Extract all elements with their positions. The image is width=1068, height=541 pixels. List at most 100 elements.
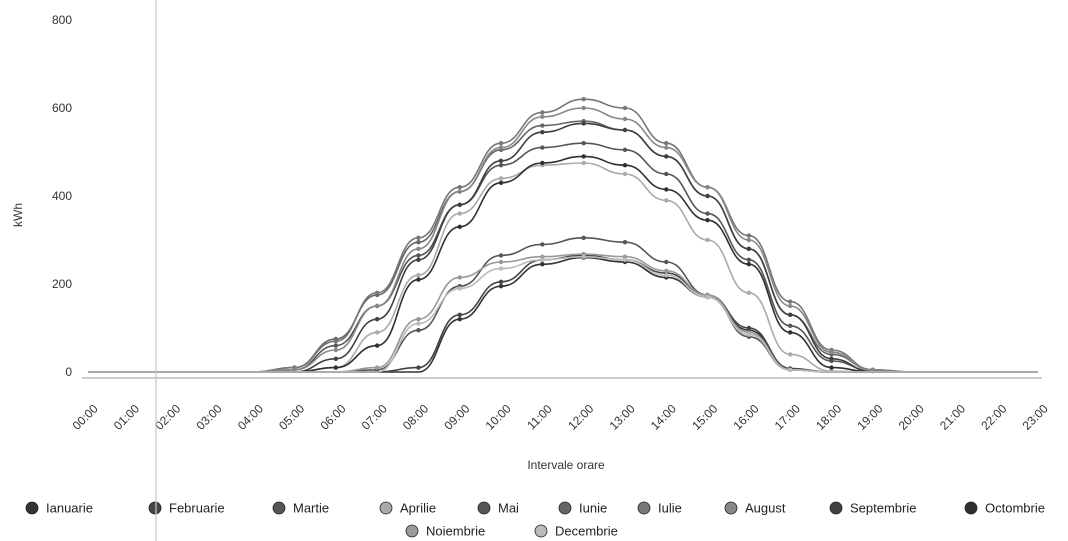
legend-marker-icon: [25, 501, 39, 515]
y-tick-label: 200: [52, 277, 72, 291]
series-line: [88, 256, 1038, 373]
y-tick-label: 400: [52, 189, 72, 203]
series-line: [88, 107, 1038, 373]
data-point: [333, 365, 339, 370]
data-point: [498, 176, 504, 181]
data-point: [457, 286, 462, 291]
data-point: [746, 325, 752, 331]
data-point: [540, 114, 545, 120]
data-point: [705, 237, 710, 243]
x-tick-label: 14:00: [648, 401, 679, 432]
x-tick-label: 22:00: [978, 401, 1009, 432]
data-point: [498, 266, 504, 271]
data-point: [664, 198, 669, 203]
data-point: [374, 290, 380, 295]
legend-marker-icon: [558, 501, 572, 515]
x-tick-label: 17:00: [772, 401, 803, 432]
data-point: [416, 277, 421, 282]
data-point: [705, 218, 710, 223]
data-point: [416, 328, 421, 333]
data-point: [705, 295, 710, 300]
data-point: [457, 317, 462, 322]
legend-marker-icon: [405, 524, 419, 538]
legend-marker-icon: [379, 501, 393, 515]
series-line: [88, 120, 1038, 373]
legend-item: Aprilie: [379, 501, 436, 516]
data-point: [622, 240, 628, 245]
series-iunie: [88, 119, 1038, 373]
series-line: [88, 122, 1038, 373]
series-line: [88, 255, 1038, 373]
data-point: [416, 253, 421, 258]
data-point: [581, 254, 586, 259]
data-point: [746, 290, 752, 295]
data-point: [664, 259, 669, 265]
series-line: [88, 253, 1038, 373]
data-point: [540, 262, 545, 267]
legend-item: August: [724, 501, 786, 516]
data-point: [498, 284, 504, 289]
data-point: [498, 141, 504, 146]
series-noiembrie: [88, 251, 1038, 373]
x-tick-label: 20:00: [896, 401, 927, 432]
data-point: [498, 253, 504, 258]
data-point: [416, 273, 421, 278]
data-point: [581, 160, 586, 166]
data-point: [787, 367, 793, 372]
x-tick-label: 16:00: [730, 401, 761, 432]
data-point: [374, 303, 380, 309]
data-point: [498, 145, 504, 150]
data-point: [622, 257, 628, 262]
x-tick-label: 03:00: [194, 401, 225, 432]
data-point: [540, 242, 545, 247]
data-point: [622, 127, 628, 133]
x-tick-label: 08:00: [400, 401, 431, 432]
data-point: [540, 110, 545, 115]
y-tick-label: 0: [65, 365, 72, 379]
data-point: [292, 367, 297, 372]
series-line: [88, 254, 1038, 373]
series-februarie: [88, 253, 1038, 373]
legend-label: Octombrie: [985, 501, 1045, 516]
x-tick-label: 06:00: [317, 401, 348, 432]
x-tick-label: 13:00: [607, 401, 638, 432]
legend: Ianuarie Februarie Martie Aprilie Mai Iunie Iu…: [25, 501, 1045, 539]
y-axis: 0 200 400 600 800: [52, 13, 72, 379]
legend-label: Iulie: [658, 501, 682, 516]
data-point: [664, 171, 669, 177]
data-point: [581, 105, 586, 111]
legend-label: Septembrie: [850, 501, 916, 516]
series-line: [88, 162, 1038, 373]
x-tick-label: 05:00: [276, 401, 307, 432]
legend-label: Aprilie: [400, 501, 436, 516]
x-tick-label: 15:00: [689, 401, 720, 432]
data-point: [581, 235, 586, 240]
legend-marker-icon: [829, 501, 843, 515]
legend-label: Mai: [498, 501, 519, 516]
series-octombrie: [88, 154, 1038, 373]
data-point: [746, 332, 752, 337]
data-point: [498, 259, 504, 265]
data-point: [746, 237, 752, 243]
legend-label: August: [745, 501, 786, 516]
data-point: [540, 160, 545, 166]
x-axis-title: Intervale orare: [527, 458, 605, 472]
x-tick-label: 19:00: [854, 401, 885, 432]
series-decembrie: [88, 254, 1038, 373]
data-point: [746, 257, 752, 262]
data-point: [374, 365, 380, 370]
x-tick-label: 01:00: [111, 401, 142, 432]
legend-label: Noiembrie: [426, 524, 485, 539]
x-tick-label: 11:00: [524, 402, 555, 433]
legend-item: Iunie: [558, 501, 607, 516]
legend-marker-icon: [964, 501, 978, 515]
data-point: [457, 224, 462, 229]
data-point: [374, 330, 380, 335]
x-tick-label: 21:00: [937, 401, 968, 432]
data-point: [540, 257, 545, 262]
data-point: [829, 350, 834, 355]
data-point: [705, 193, 710, 199]
y-tick-label: 800: [52, 13, 72, 27]
legend-label: Iunie: [579, 501, 607, 516]
